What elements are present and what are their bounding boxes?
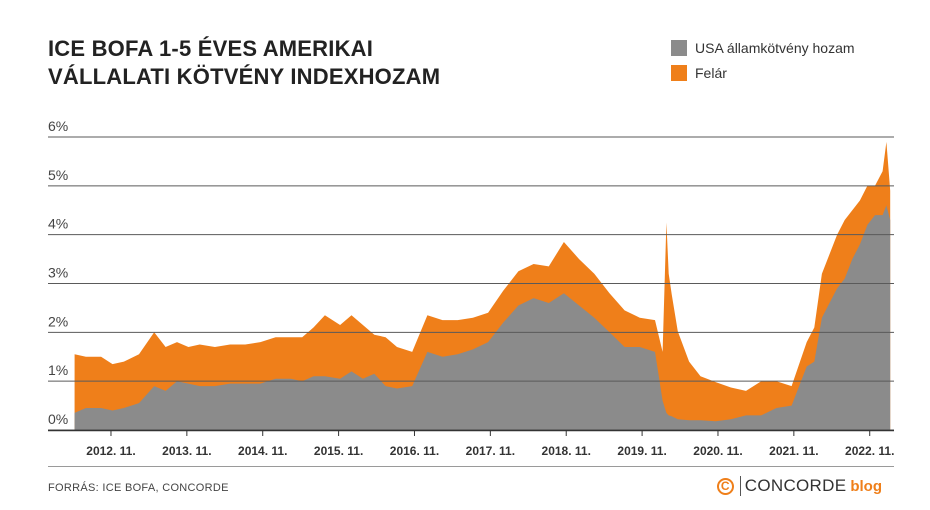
legend-swatch-treasury <box>671 40 687 56</box>
y-tick-label: 0% <box>48 411 68 427</box>
y-tick-label: 4% <box>48 216 68 232</box>
chart-legend: USA államkötvény hozam Felár <box>671 37 855 87</box>
x-tick-label: 2013. 11. <box>162 444 211 458</box>
series-area-spread <box>74 141 891 430</box>
legend-swatch-spread <box>671 65 687 81</box>
x-tick-label: 2021. 11. <box>769 444 818 458</box>
legend-item-spread: Felár <box>671 62 855 84</box>
x-tick-label: 2019. 11. <box>617 444 666 458</box>
x-tick-label: 2020. 11. <box>693 444 742 458</box>
chart-area: 0% 1% 2% 3% 4% 5% 6% 2012. 11. 2013. 11. 2014. 11… <box>48 118 894 458</box>
chart-title-line-2: VÁLLALATI KÖTVÉNY INDEXHOZAM <box>48 64 441 89</box>
concorde-logo-icon: C <box>716 477 734 495</box>
x-tick-label: 2022. 11. <box>845 444 894 458</box>
chart-title: ICE BOFA 1-5 ÉVES AMERIKAI VÁLLALATI KÖT… <box>48 35 568 91</box>
x-tick-label: 2015. 11. <box>314 444 363 458</box>
brand-logo: C CONCORDE blog <box>716 476 882 496</box>
legend-label-spread: Felár <box>695 65 727 81</box>
legend-item-treasury: USA államkötvény hozam <box>671 37 855 59</box>
x-tick-label: 2017. 11. <box>466 444 515 458</box>
x-tick-label: 2018. 11. <box>542 444 591 458</box>
brand-name: CONCORDE <box>744 476 847 495</box>
y-tick-label: 3% <box>48 265 68 281</box>
x-tick-label: 2012. 11. <box>86 444 135 458</box>
series-area-treasury <box>74 205 891 430</box>
y-tick-label: 6% <box>48 118 68 134</box>
y-tick-label: 5% <box>48 167 68 183</box>
chart-title-line-1: ICE BOFA 1-5 ÉVES AMERIKAI <box>48 36 374 61</box>
y-tick-label: 2% <box>48 313 68 329</box>
brand-separator <box>739 476 741 496</box>
source-note: FORRÁS: ICE BOFA, CONCORDE <box>48 482 229 494</box>
y-tick-label: 1% <box>48 362 68 378</box>
footer-divider <box>48 466 894 467</box>
legend-label-treasury: USA államkötvény hozam <box>695 40 855 56</box>
x-tick-label: 2014. 11. <box>238 444 287 458</box>
x-tick-label: 2016. 11. <box>390 444 439 458</box>
brand-suffix: blog <box>850 477 882 495</box>
